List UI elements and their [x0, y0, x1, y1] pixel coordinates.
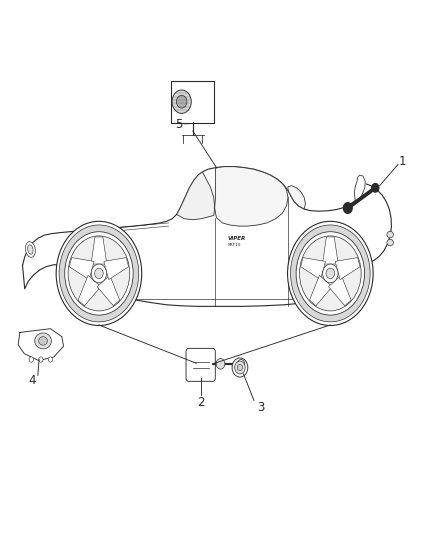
Circle shape — [296, 232, 364, 315]
Polygon shape — [300, 257, 325, 280]
Circle shape — [29, 357, 33, 362]
Polygon shape — [310, 276, 332, 306]
Polygon shape — [354, 175, 365, 200]
Circle shape — [95, 268, 103, 279]
Circle shape — [177, 95, 187, 108]
Polygon shape — [91, 237, 107, 264]
Ellipse shape — [25, 241, 35, 257]
Circle shape — [300, 236, 361, 311]
Circle shape — [48, 357, 53, 362]
Ellipse shape — [35, 333, 51, 349]
Polygon shape — [335, 257, 360, 280]
Polygon shape — [328, 276, 351, 306]
Polygon shape — [322, 237, 338, 264]
Text: 1: 1 — [399, 155, 406, 168]
Text: 5: 5 — [175, 118, 183, 131]
Circle shape — [290, 225, 370, 322]
Text: 2: 2 — [197, 395, 205, 409]
Circle shape — [39, 357, 43, 362]
Circle shape — [343, 203, 352, 213]
Circle shape — [235, 361, 245, 374]
FancyBboxPatch shape — [171, 80, 215, 123]
Circle shape — [59, 225, 139, 322]
Circle shape — [91, 264, 106, 283]
Polygon shape — [78, 276, 101, 306]
Circle shape — [326, 268, 335, 279]
Circle shape — [172, 90, 191, 114]
Polygon shape — [104, 257, 129, 280]
Text: 4: 4 — [28, 374, 36, 387]
Polygon shape — [18, 329, 64, 361]
Circle shape — [237, 360, 244, 368]
Circle shape — [216, 359, 225, 369]
Ellipse shape — [28, 245, 33, 254]
Text: VIPER: VIPER — [228, 236, 246, 241]
Polygon shape — [22, 166, 392, 306]
Ellipse shape — [387, 239, 393, 246]
Polygon shape — [69, 257, 94, 280]
Circle shape — [237, 365, 243, 370]
Circle shape — [372, 183, 379, 192]
Polygon shape — [97, 276, 120, 306]
Polygon shape — [215, 166, 288, 226]
Polygon shape — [177, 172, 215, 220]
Circle shape — [323, 264, 338, 283]
Circle shape — [288, 221, 373, 326]
FancyBboxPatch shape — [186, 349, 215, 381]
Text: SRT10: SRT10 — [228, 243, 241, 247]
Ellipse shape — [39, 337, 47, 345]
Circle shape — [65, 232, 133, 315]
Circle shape — [232, 358, 248, 377]
Circle shape — [68, 236, 130, 311]
Polygon shape — [288, 185, 305, 209]
Ellipse shape — [387, 231, 393, 238]
Circle shape — [56, 221, 142, 326]
Text: 3: 3 — [257, 401, 264, 414]
